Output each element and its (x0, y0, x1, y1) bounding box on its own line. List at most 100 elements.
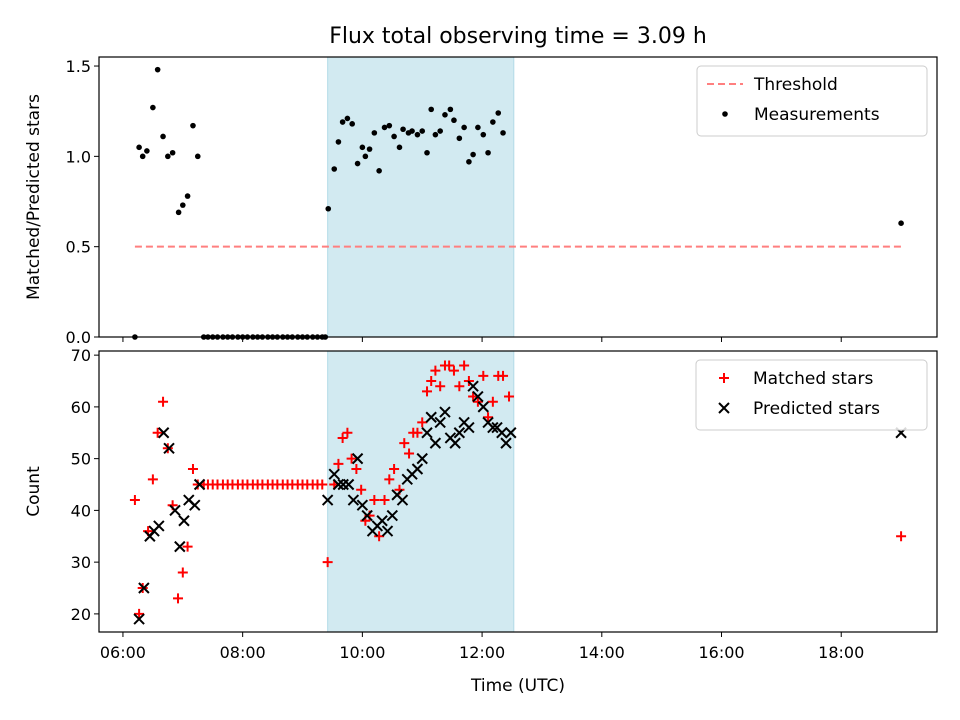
predicted-point (328, 468, 340, 480)
x-tick-label: 16:00 (698, 643, 744, 662)
matched-point (342, 427, 353, 438)
matched-point (322, 557, 333, 568)
measurement-point (371, 130, 378, 136)
measurement-point (362, 153, 369, 160)
predicted-point (133, 613, 145, 625)
legend: Threshold Measurements (696, 65, 928, 137)
matched-point (412, 427, 423, 438)
y-tick-label: 70 (71, 346, 91, 365)
matched-point (468, 391, 479, 402)
y-tick-label: 1.5 (66, 57, 91, 76)
predicted-point (376, 515, 388, 527)
predicted-point (321, 494, 334, 506)
predicted-point (425, 411, 437, 423)
measurement-point (344, 115, 351, 122)
predicted-point (467, 380, 479, 392)
measurement-point (144, 148, 150, 154)
measurement-point (359, 144, 366, 151)
predicted-point (174, 540, 186, 553)
measurement-point (432, 131, 439, 138)
matched-point (430, 365, 441, 376)
matched-point (444, 360, 455, 371)
predicted-point (505, 427, 517, 439)
measurement-point (428, 106, 435, 113)
measurement-point (391, 133, 397, 140)
matched-point (152, 427, 163, 438)
predicted-point (386, 509, 399, 522)
matched-point (333, 458, 344, 469)
y-tick-label: 30 (71, 553, 91, 572)
matched-point (459, 360, 470, 371)
measurement-point (154, 66, 161, 73)
predicted-point (463, 421, 475, 434)
matched-point (426, 376, 437, 387)
series-matched-stars (129, 360, 907, 619)
matched-point (346, 453, 357, 464)
matched-point (504, 391, 515, 402)
measurement-point (437, 128, 443, 134)
measurement-point (451, 117, 457, 124)
x-tick-label: 18:00 (818, 643, 864, 662)
count-panel: 20 30 40 50 60 70 06:00 08:00 10:00 12:00 14:00 16:… (24, 346, 938, 696)
measurement-point (495, 110, 502, 116)
measurement-point (160, 133, 166, 140)
x-tick-label: 14:00 (579, 643, 625, 662)
predicted-point (361, 509, 373, 522)
matched-point (896, 531, 907, 542)
measurement-point (194, 153, 201, 160)
measurement-point (490, 119, 496, 125)
observing-span (327, 56, 515, 338)
predicted-point (434, 416, 446, 429)
predicted-point (411, 463, 424, 475)
matched-point (422, 386, 433, 397)
matched-point (435, 381, 446, 392)
series-measurements (132, 66, 904, 340)
matched-point (374, 531, 385, 542)
measurement-point (381, 124, 388, 131)
matched-point (129, 495, 140, 506)
measurement-point (386, 122, 393, 129)
matched-point (356, 484, 367, 495)
ratio-panel: 0.0 0.5 1.0 1.5 Matched/Predicted stars Thres… (24, 56, 938, 347)
legend: Matched stars Predicted stars (695, 359, 928, 431)
matched-point (498, 370, 509, 381)
predicted-point (453, 427, 466, 439)
legend-label: Predicted stars (753, 399, 880, 419)
matched-point (478, 370, 489, 381)
legend-box (695, 359, 928, 431)
y-tick-label: 1.0 (66, 147, 91, 166)
measurement-point (169, 149, 176, 156)
matched-point (404, 448, 415, 459)
measurement-point (376, 168, 382, 174)
measurement-point (136, 144, 142, 151)
matched-point (369, 495, 380, 506)
legend-label: Matched stars (753, 369, 873, 389)
predicted-point (381, 525, 394, 537)
measurement-point (485, 149, 491, 156)
measurement-point (354, 160, 361, 167)
measurement-point (500, 130, 506, 136)
predicted-point (421, 427, 433, 439)
measurement-point (339, 119, 346, 125)
matched-point (417, 417, 428, 428)
matched-point (487, 396, 498, 407)
series-predicted-stars (133, 380, 907, 625)
measurement-point (190, 122, 196, 129)
y-tick-label: 60 (71, 398, 91, 417)
x-tick-label: 10:00 (339, 643, 385, 662)
predicted-point (138, 582, 150, 594)
matched-point (351, 463, 362, 474)
observing-span (327, 350, 515, 633)
predicted-point (477, 401, 489, 413)
matched-point (454, 381, 465, 392)
matched-point (399, 438, 410, 449)
measurement-point (325, 205, 332, 212)
measurement-point (456, 135, 463, 142)
predicted-point (496, 427, 508, 439)
x-tick-label: 06:00 (100, 643, 146, 662)
legend-box (696, 65, 928, 137)
predicted-point (356, 499, 369, 511)
predicted-point (351, 452, 364, 465)
x-tick-label: 12:00 (459, 643, 505, 662)
y-tick-label: 0.5 (66, 238, 91, 257)
